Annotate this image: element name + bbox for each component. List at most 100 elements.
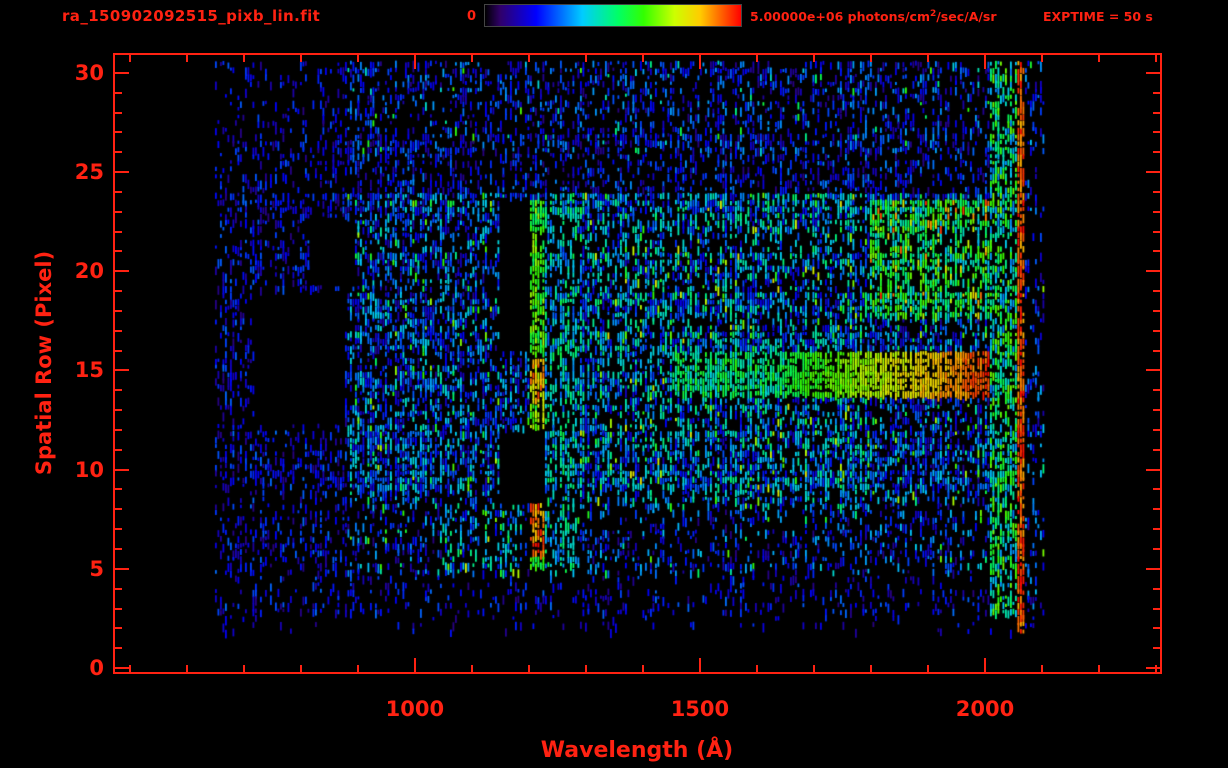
axis-tick [115, 389, 122, 392]
axis-tick [115, 547, 122, 550]
y-tick-label: 10 [74, 457, 104, 482]
axis-tick [115, 369, 129, 372]
axis-tick [413, 55, 416, 69]
axis-tick [1153, 309, 1160, 312]
axis-tick [356, 665, 359, 672]
axis-tick [1146, 71, 1160, 74]
axis-tick [1153, 329, 1160, 332]
axis-tick [115, 111, 122, 114]
axis-tick [115, 349, 122, 352]
axis-tick [185, 665, 188, 672]
axis-tick [1146, 369, 1160, 372]
axis-tick [115, 528, 122, 531]
colorbar-max-label: 5.00000e+06 photons/cm2/sec/A/sr [750, 9, 997, 24]
axis-tick [698, 658, 701, 672]
axis-tick [115, 508, 122, 511]
axis-tick [1146, 567, 1160, 570]
axis-tick [1153, 190, 1160, 193]
axis-tick [983, 55, 986, 69]
axis-tick [983, 658, 986, 672]
axis-tick [115, 270, 129, 273]
axis-tick [1153, 349, 1160, 352]
axis-tick [584, 55, 587, 62]
axis-tick [1153, 250, 1160, 253]
axis-tick [115, 171, 129, 174]
axis-tick [242, 665, 245, 672]
axis-tick [115, 71, 129, 74]
axis-tick [242, 55, 245, 62]
y-tick-label: 5 [89, 556, 104, 581]
x-tick-label: 1500 [670, 697, 730, 721]
colorbar-min-label: 0 [466, 9, 476, 24]
axis-tick [1153, 488, 1160, 491]
axis-tick [1153, 91, 1160, 94]
axis-tick [926, 55, 929, 62]
x-tick-label: 2000 [955, 697, 1015, 721]
axis-tick [115, 309, 122, 312]
axis-tick [812, 665, 815, 672]
axis-tick [115, 607, 122, 610]
axis-tick [128, 665, 131, 672]
axis-tick [1040, 55, 1043, 62]
axis-tick [1153, 290, 1160, 293]
axis-tick [1153, 448, 1160, 451]
axis-tick [755, 55, 758, 62]
axis-tick [1146, 667, 1160, 670]
axis-tick [1153, 230, 1160, 233]
file-title: ra_150902092515_pixb_lin.fit [62, 7, 321, 25]
colorbar-max-superscript: 2 [929, 9, 937, 19]
axis-tick [115, 627, 122, 630]
colorbar [484, 4, 742, 27]
axis-tick [115, 567, 129, 570]
axis-tick [1097, 665, 1100, 672]
axis-tick [755, 665, 758, 672]
axis-tick [926, 665, 929, 672]
axis-tick [1153, 111, 1160, 114]
axis-tick [1153, 389, 1160, 392]
axis-tick [698, 55, 701, 69]
axis-tick [1153, 607, 1160, 610]
axis-tick [115, 488, 122, 491]
colorbar-max-prefix: 5.00000e+06 photons/cm [750, 9, 930, 25]
axis-tick [527, 665, 530, 672]
axis-tick [115, 428, 122, 431]
plot-area [113, 53, 1162, 674]
axis-tick [1040, 665, 1043, 672]
y-tick-label: 30 [74, 60, 104, 85]
axis-tick [1146, 270, 1160, 273]
axis-tick [1153, 647, 1160, 650]
y-tick-label: 15 [74, 358, 104, 383]
x-axis-title: Wavelength (Å) [540, 738, 734, 763]
axis-tick [299, 55, 302, 62]
axis-tick [115, 587, 122, 590]
x-tick-label: 1000 [385, 697, 445, 721]
axis-tick [1153, 587, 1160, 590]
axis-tick [356, 55, 359, 62]
axis-tick [1153, 409, 1160, 412]
axis-tick [641, 665, 644, 672]
axis-tick [470, 665, 473, 672]
axis-tick [527, 55, 530, 62]
axis-tick [584, 665, 587, 672]
y-tick-label: 0 [89, 656, 104, 681]
axis-tick [1097, 55, 1100, 62]
axis-tick [1153, 131, 1160, 134]
axis-tick [641, 55, 644, 62]
axis-tick [115, 409, 122, 412]
axis-tick [1153, 528, 1160, 531]
axis-tick [115, 210, 122, 213]
axis-tick [1153, 210, 1160, 213]
axis-tick [1146, 171, 1160, 174]
axis-tick [115, 468, 129, 471]
axis-tick [115, 230, 122, 233]
axis-tick [115, 647, 122, 650]
axis-tick [1153, 428, 1160, 431]
axis-tick [1153, 151, 1160, 154]
axis-tick [812, 55, 815, 62]
axis-tick [1153, 627, 1160, 630]
axis-tick [299, 665, 302, 672]
axis-tick [869, 665, 872, 672]
axis-tick [1153, 508, 1160, 511]
axis-tick [115, 250, 122, 253]
